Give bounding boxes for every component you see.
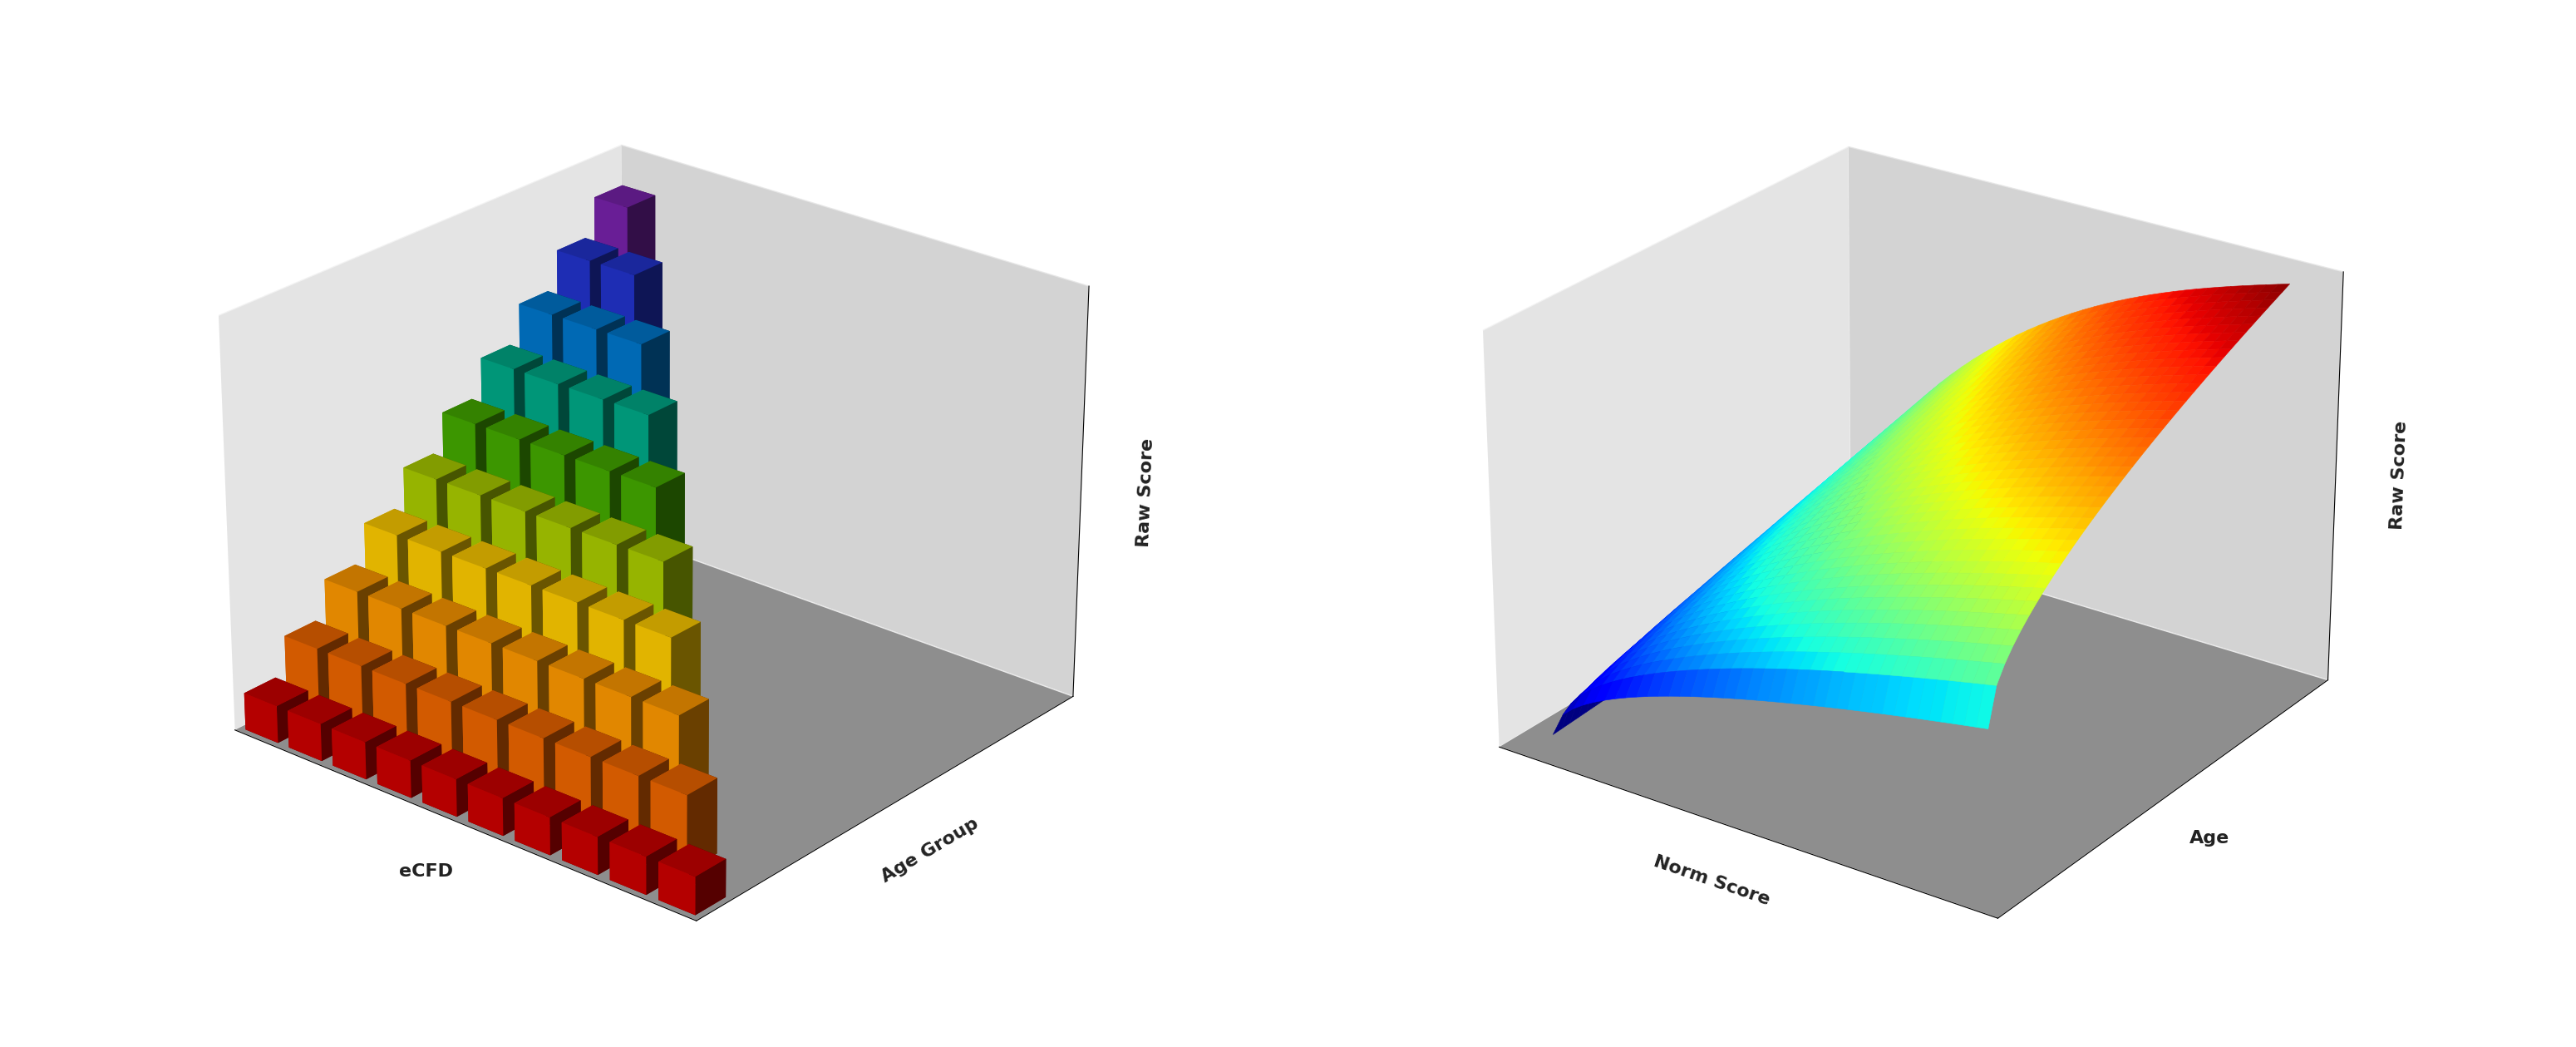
X-axis label: eCFD: eCFD [399, 864, 453, 879]
Y-axis label: Age Group: Age Group [878, 815, 981, 886]
X-axis label: Norm Score: Norm Score [1651, 853, 1772, 909]
Y-axis label: Age: Age [2190, 830, 2231, 847]
